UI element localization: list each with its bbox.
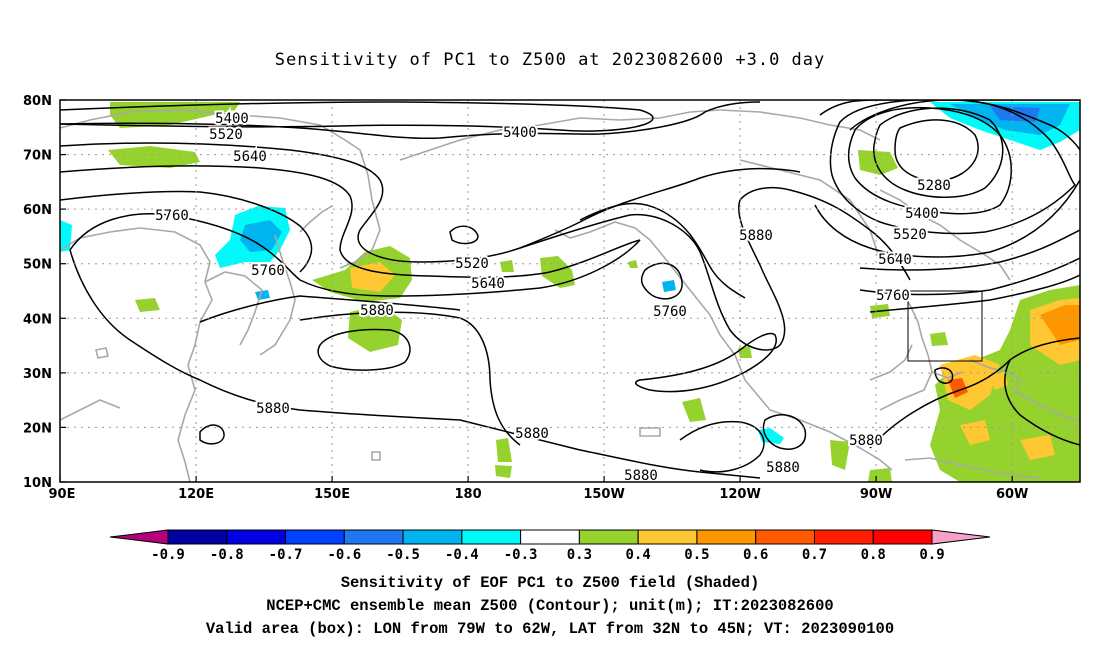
colorbar-tick-label: 0.7 — [802, 547, 827, 563]
contour-label: 5760 — [653, 304, 687, 320]
contour-label: 5880 — [766, 460, 800, 476]
latitude-axis: 80N 70N 60N 50N 40N 30N 20N 10N — [23, 94, 52, 491]
axis-ticks — [59, 99, 1013, 483]
colorbar-segment — [578, 529, 639, 545]
lat-label: 70N — [23, 149, 52, 164]
contour-label: 5400 — [215, 111, 249, 127]
contour-label: 5880 — [515, 426, 549, 442]
contour-label: 5880 — [360, 303, 394, 319]
z500-contours — [60, 100, 1080, 479]
colorbar-low-end — [109, 529, 169, 545]
colorbar-segment — [637, 529, 698, 545]
colorbar-tick-label: 0.8 — [861, 547, 886, 563]
colorbar-tick-label: 0.5 — [684, 547, 709, 563]
figure-title: Sensitivity of PC1 to Z500 at 2023082600… — [274, 50, 826, 70]
colorbar-tick-label: 0.9 — [919, 547, 944, 563]
colorbar-tick-label: 0.3 — [567, 547, 592, 563]
lon-label: 180 — [455, 487, 482, 502]
contour-label: 5400 — [905, 206, 939, 222]
coastlines — [60, 109, 1080, 482]
contour-label: 5760 — [155, 208, 189, 224]
colorbar-tick-label: -0.7 — [269, 547, 303, 563]
contour-label: 5760 — [251, 263, 285, 279]
lat-label: 30N — [23, 367, 52, 382]
longitude-axis: 90E 120E 150E 180 150W 120W 90W 60W — [49, 487, 1029, 502]
lon-label: 150E — [314, 487, 350, 502]
lon-label: 90E — [49, 487, 76, 502]
lat-label: 50N — [23, 258, 52, 273]
colorbar-segment — [461, 529, 522, 545]
contour-label: 5520 — [209, 127, 243, 143]
valid-area-box — [907, 290, 983, 362]
lon-label: 90W — [860, 487, 892, 502]
colorbar-segment — [755, 529, 815, 545]
colorbar-segment — [167, 529, 228, 545]
colorbar-segment — [872, 529, 933, 545]
colorbar-tick-label: -0.6 — [327, 547, 361, 563]
colorbar-segment — [343, 529, 404, 545]
lon-label: 60W — [996, 487, 1028, 502]
colorbar-tick-label: 0.6 — [743, 547, 768, 563]
lat-label: 10N — [23, 476, 52, 491]
contour-label: 5880 — [739, 228, 773, 244]
colorbar-tick-label: -0.8 — [210, 547, 244, 563]
lat-label: 40N — [23, 312, 52, 327]
caption-line-3: Valid area (box): LON from 79W to 62W, L… — [205, 620, 895, 638]
colorbar-segment — [813, 529, 874, 545]
colorbar-segment — [226, 529, 287, 545]
contour-label: 5880 — [849, 433, 883, 449]
contour-label: 5280 — [917, 178, 951, 194]
colorbar-tick-label: -0.9 — [151, 547, 185, 563]
map-frame — [59, 99, 1081, 483]
colorbar-high-end — [931, 529, 991, 545]
lat-label: 60N — [23, 203, 52, 218]
colorbar-segment — [285, 529, 345, 545]
contour-label-layer: 5400 5520 5640 5760 5400 5280 5400 5520 … — [153, 109, 953, 484]
lon-label: 150W — [583, 487, 624, 502]
colorbar-tick-label: -0.5 — [386, 547, 420, 563]
lon-label: 120W — [719, 487, 760, 502]
colorbar-tick-label: -0.4 — [445, 547, 479, 563]
colorbar-segment — [520, 529, 580, 545]
colorbar-tick-label: 0.4 — [626, 547, 651, 563]
lat-label: 20N — [23, 421, 52, 436]
contour-label: 5640 — [233, 149, 267, 165]
contour-label: 5400 — [503, 125, 537, 141]
lon-label: 120E — [178, 487, 214, 502]
map-grid — [60, 100, 1080, 482]
colorbar-segment — [696, 529, 757, 545]
colorbar-tick-label: -0.3 — [504, 547, 538, 563]
lat-label: 80N — [23, 94, 52, 109]
caption-line-2: NCEP+CMC ensemble mean Z500 (Contour); u… — [266, 597, 834, 615]
contour-label: 5880 — [256, 401, 290, 417]
contour-label: 5520 — [893, 227, 927, 243]
contour-label: 5640 — [878, 252, 912, 268]
contour-label: 5520 — [455, 256, 489, 272]
colorbar: -0.9 -0.8 -0.7 -0.6 -0.5 -0.4 -0.3 0.3 0.4 0.5 0.6… — [109, 529, 991, 563]
colorbar-segment — [402, 529, 463, 545]
contour-label: 5880 — [624, 468, 658, 484]
contour-label: 5760 — [876, 288, 910, 304]
caption-line-1: Sensitivity of EOF PC1 to Z500 field (Sh… — [340, 574, 760, 592]
contour-label: 5640 — [471, 276, 505, 292]
